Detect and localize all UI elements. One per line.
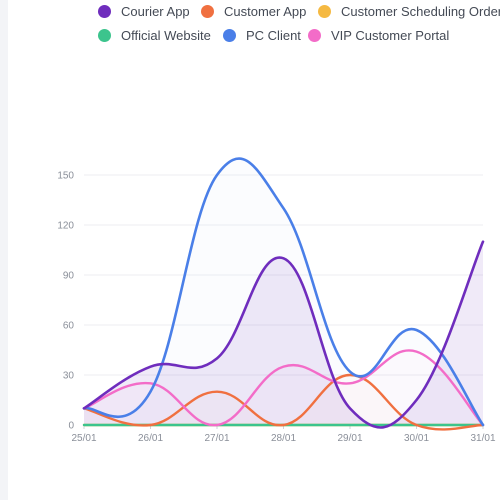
- x-tick-label: 28/01: [271, 433, 296, 444]
- series-line-0: [82, 240, 485, 429]
- legend-dot: [308, 29, 321, 42]
- chart-legend: Courier App Customer App Customer Schedu…: [8, 0, 500, 50]
- series-line-1: [82, 373, 485, 431]
- series-area-0: [84, 241, 483, 428]
- legend-label: Customer App: [224, 4, 307, 19]
- left-panel-strip: [0, 0, 8, 500]
- x-tick-label: 30/01: [404, 433, 429, 444]
- legend-item-official-website[interactable]: Official Website: [98, 28, 211, 43]
- legend-item-customer-scheduling-order[interactable]: Customer Scheduling Order: [318, 4, 500, 19]
- legend-label: PC Client: [246, 28, 301, 43]
- y-tick-label: 150: [57, 171, 74, 182]
- series-line-4: [82, 157, 485, 427]
- y-tick-label: 30: [63, 371, 75, 382]
- x-tick-label: 27/01: [204, 433, 229, 444]
- x-tick-label: 29/01: [337, 433, 362, 444]
- series-line-5: [82, 349, 485, 427]
- legend-dot: [318, 5, 331, 18]
- y-tick-label: 60: [63, 321, 75, 332]
- legend-item-pc-client[interactable]: PC Client: [223, 28, 301, 43]
- legend-item-courier-app[interactable]: Courier App: [98, 4, 190, 19]
- y-tick-label: 0: [68, 421, 74, 432]
- x-tick-label: 26/01: [138, 433, 163, 444]
- x-tick-label: 31/01: [470, 433, 495, 444]
- chart-card: Courier App Customer App Customer Schedu…: [8, 0, 500, 500]
- y-tick-label: 90: [63, 271, 75, 282]
- legend-label: Courier App: [121, 4, 190, 19]
- x-tick-label: 25/01: [71, 433, 96, 444]
- legend-dot: [98, 29, 111, 42]
- legend-label: Customer Scheduling Order: [341, 4, 500, 19]
- legend-label: Official Website: [121, 28, 211, 43]
- legend-label: VIP Customer Portal: [331, 28, 450, 43]
- legend-dot: [98, 5, 111, 18]
- legend-item-customer-app[interactable]: Customer App: [201, 4, 306, 19]
- legend-dot: [223, 29, 236, 42]
- legend-item-vip-customer-portal[interactable]: VIP Customer Portal: [308, 28, 449, 43]
- legend-dot: [201, 5, 214, 18]
- y-tick-label: 120: [57, 221, 74, 232]
